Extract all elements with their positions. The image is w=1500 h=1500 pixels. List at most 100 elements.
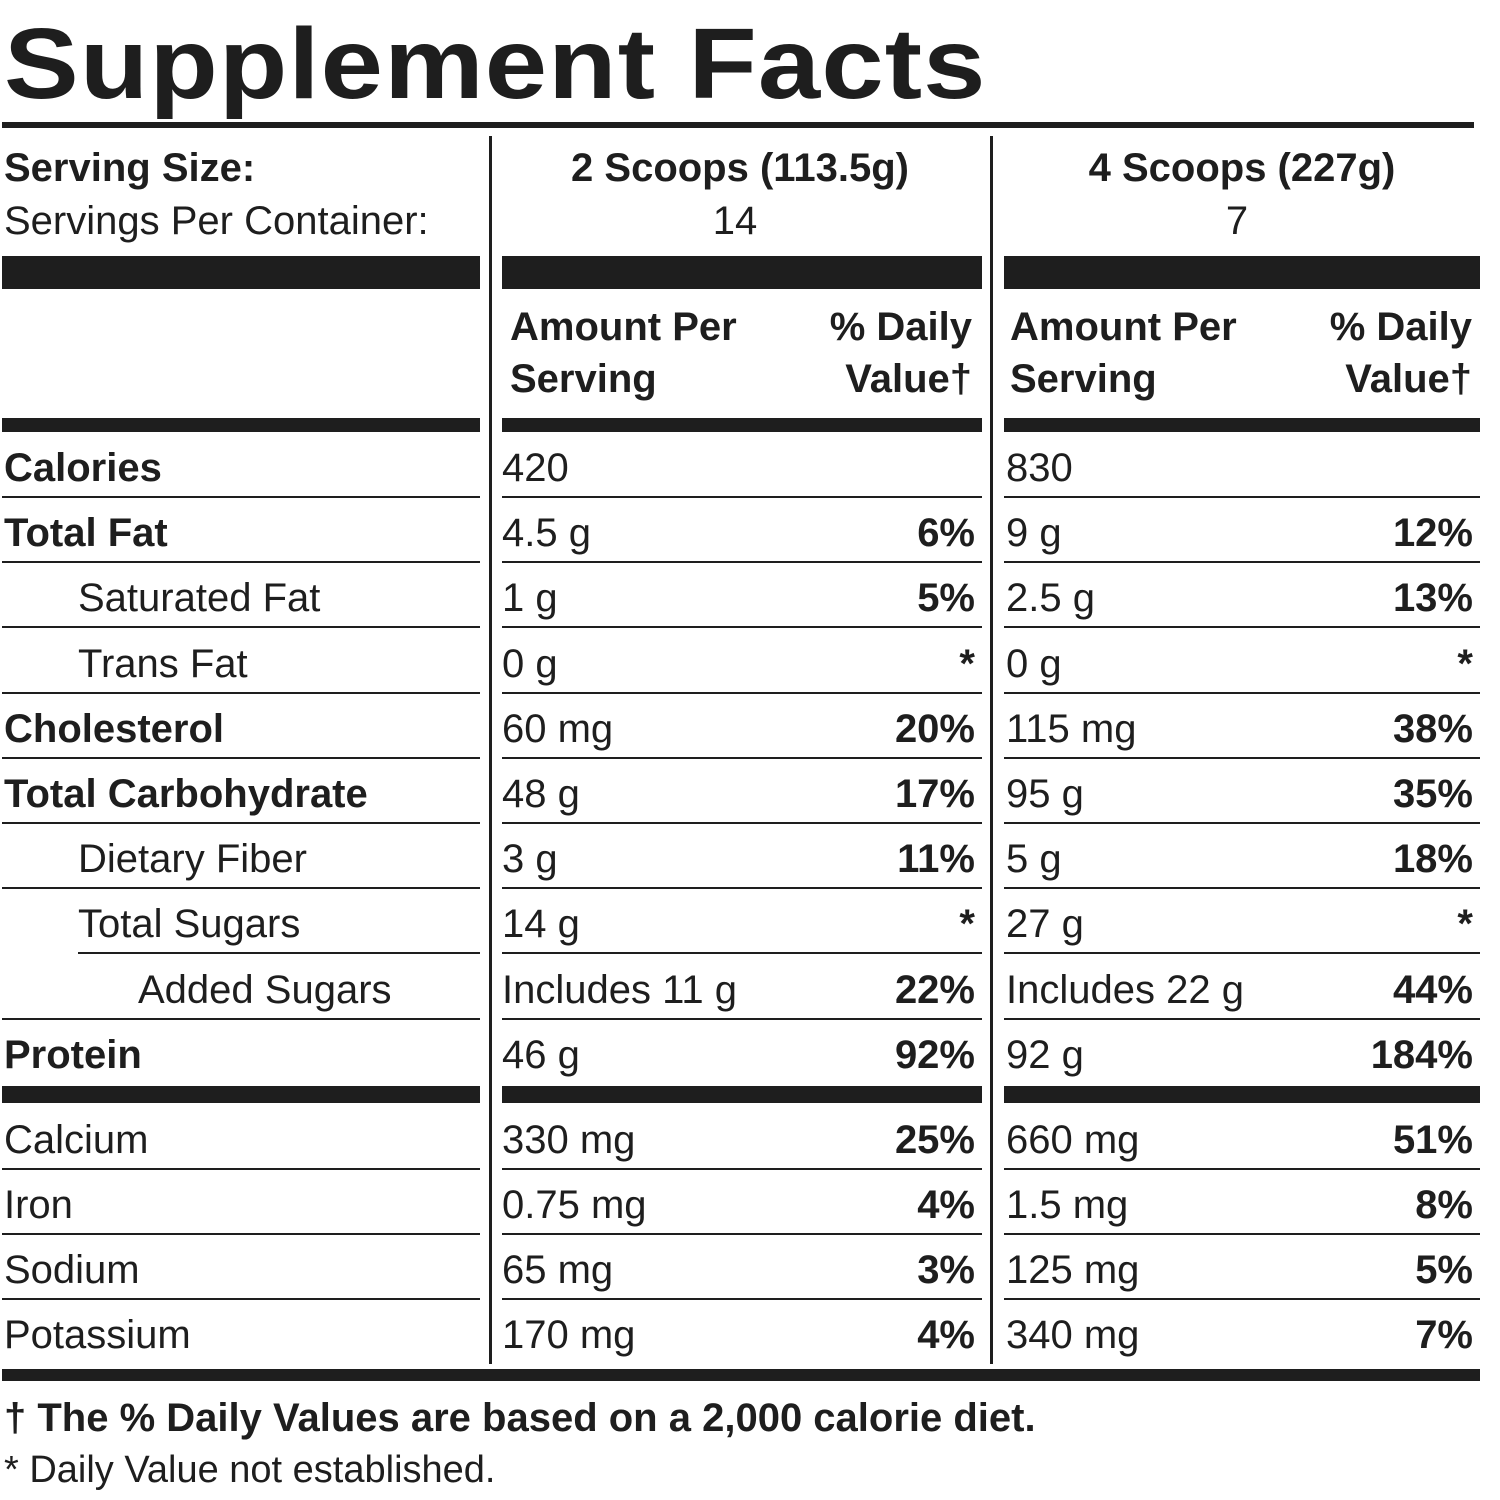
- row-divider: [1004, 1168, 1480, 1170]
- dv-col1: *: [959, 902, 975, 946]
- row-divider: [1004, 496, 1480, 498]
- amount-col1: 48 g: [502, 772, 580, 816]
- nutrient-name: Potassium: [4, 1313, 191, 1357]
- amount-col2: 92 g: [1006, 1033, 1084, 1077]
- nutrient-name: Total Sugars: [78, 902, 301, 946]
- amount-header-col1-line1: Amount Per: [510, 305, 737, 349]
- nutrient-name: Calcium: [4, 1118, 149, 1162]
- row-divider: [502, 692, 982, 694]
- minerals-bar: [2, 1086, 480, 1103]
- nutrient-name: Cholesterol: [4, 707, 225, 751]
- dv-col2: 13%: [1392, 576, 1473, 620]
- nutrient-name: Dietary Fiber: [78, 837, 307, 881]
- row-divider: [502, 626, 982, 628]
- serving-size-col2: 4 Scoops (227g): [1088, 146, 1396, 190]
- row-divider: [502, 822, 982, 824]
- row-divider: [78, 952, 480, 954]
- row-divider: [2, 496, 480, 498]
- row-divider: [1004, 626, 1480, 628]
- dv-col1: 22%: [894, 968, 975, 1012]
- amount-col2: 95 g: [1006, 772, 1084, 816]
- amount-col1: 60 mg: [502, 707, 614, 751]
- servings-per-container-label: Servings Per Container:: [4, 199, 429, 243]
- servings-per-container-col1: 14: [712, 199, 758, 243]
- dv-col2: *: [1457, 902, 1473, 946]
- amount-col2: 9 g: [1006, 511, 1062, 555]
- row-divider: [1004, 887, 1480, 889]
- amount-col2: 27 g: [1006, 902, 1084, 946]
- row-divider: [2, 1233, 480, 1235]
- amount-col1: 3 g: [502, 837, 558, 881]
- nutrient-name: Added Sugars: [138, 968, 392, 1012]
- serving-size-col1: 2 Scoops (113.5g): [571, 146, 909, 190]
- dv-col2: 18%: [1392, 837, 1473, 881]
- header-bar: [502, 418, 982, 432]
- amount-col1: 420: [502, 446, 569, 490]
- amount-col2: 0 g: [1006, 642, 1062, 686]
- nutrient-name: Saturated Fat: [78, 576, 321, 620]
- amount-col2: 115 mg: [1006, 707, 1137, 751]
- asterisk-footnote: * Daily Value not established.: [4, 1449, 496, 1491]
- nutrient-name: Total Fat: [4, 511, 168, 555]
- amount-col2: 1.5 mg: [1006, 1183, 1129, 1227]
- amount-col1: 4.5 g: [502, 511, 591, 555]
- row-divider: [1004, 757, 1480, 759]
- row-divider: [1004, 561, 1480, 563]
- row-divider: [502, 952, 982, 954]
- dv-col2: 35%: [1392, 772, 1473, 816]
- dv-col2: 7%: [1415, 1313, 1473, 1357]
- dv-col1: 25%: [894, 1118, 975, 1162]
- dv-col1: *: [959, 642, 975, 686]
- row-divider: [2, 626, 480, 628]
- amount-header-col2-line1: Amount Per: [1010, 305, 1237, 349]
- dv-col1: 11%: [897, 837, 975, 881]
- dv-col2: 12%: [1392, 511, 1473, 555]
- row-divider: [502, 561, 982, 563]
- column-divider-1: [489, 136, 492, 1364]
- servings-per-container-col2: 7: [1225, 199, 1249, 243]
- amount-col1: 0 g: [502, 642, 558, 686]
- dv-col1: 92%: [894, 1033, 975, 1077]
- minerals-bar: [502, 1086, 982, 1103]
- dv-col2: 8%: [1415, 1183, 1473, 1227]
- nutrient-name: Total Carbohydrate: [4, 772, 368, 816]
- page-title: Supplement Facts: [4, 8, 987, 120]
- row-divider: [2, 1298, 480, 1300]
- dv-col1: 4%: [917, 1183, 975, 1227]
- title-rule: [2, 122, 1474, 128]
- header-bar: [1004, 418, 1480, 432]
- amount-header-col2-line2: Serving: [1010, 357, 1157, 401]
- amount-header-col1-line2: Serving: [510, 357, 657, 401]
- row-divider: [1004, 692, 1480, 694]
- dv-col1: 20%: [894, 707, 975, 751]
- serving-size-label: Serving Size:: [4, 146, 256, 190]
- dv-col2: 38%: [1392, 707, 1473, 751]
- dv-col2: 44%: [1392, 968, 1473, 1012]
- row-divider: [502, 757, 982, 759]
- dv-header-col1-line1: % Daily: [829, 305, 972, 349]
- nutrient-name: Sodium: [4, 1248, 140, 1292]
- dv-header-col2-line1: % Daily: [1329, 305, 1472, 349]
- row-divider: [502, 1298, 982, 1300]
- header-bar: [2, 418, 480, 432]
- row-divider: [502, 496, 982, 498]
- dv-col1: 17%: [894, 772, 975, 816]
- row-divider: [1004, 1018, 1480, 1020]
- row-divider: [502, 1233, 982, 1235]
- amount-col2: 830: [1006, 446, 1073, 490]
- amount-col1: 65 mg: [502, 1248, 614, 1292]
- row-divider: [2, 1018, 480, 1020]
- bottom-bar: [2, 1369, 1480, 1381]
- row-divider: [1004, 952, 1480, 954]
- dv-col2: *: [1457, 642, 1473, 686]
- amount-col1: 1 g: [502, 576, 558, 620]
- nutrient-name: Protein: [4, 1033, 142, 1077]
- dv-col2: 184%: [1370, 1033, 1473, 1077]
- amount-col2: Includes 22 g: [1006, 968, 1244, 1012]
- amount-col1: Includes 11 g: [502, 968, 737, 1012]
- amount-col2: 5 g: [1006, 837, 1062, 881]
- amount-col1: 14 g: [502, 902, 580, 946]
- row-divider: [2, 757, 480, 759]
- amount-col1: 170 mg: [502, 1313, 636, 1357]
- row-divider: [2, 822, 480, 824]
